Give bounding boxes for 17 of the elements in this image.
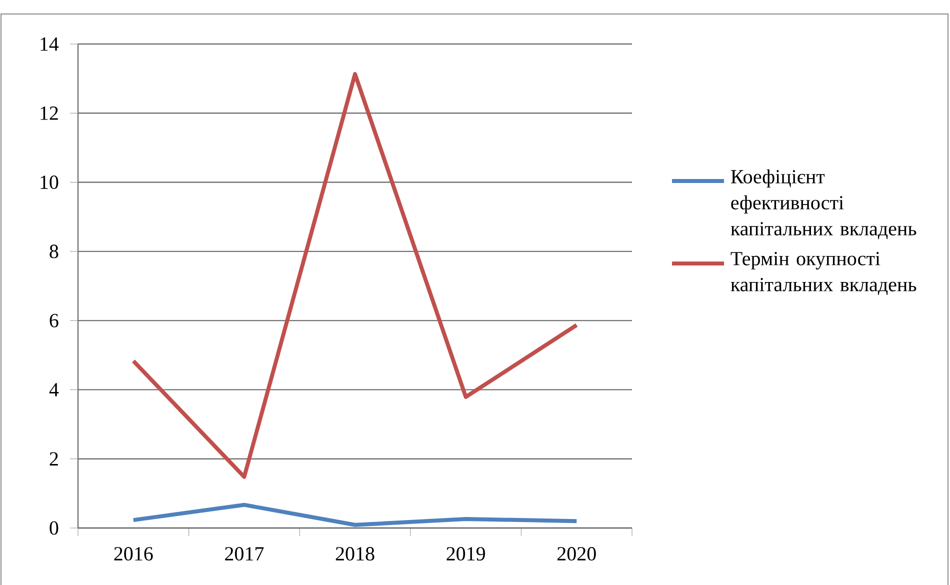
y-tick-label: 8 [50, 244, 58, 258]
x-tick-label: 2016 [114, 547, 153, 561]
legend-label: Коефіцієнт ефективності капітальних вкладень [730, 169, 916, 240]
y-tick-label: 10 [40, 176, 58, 190]
y-tick-label: 12 [40, 106, 58, 120]
line-series [131, 72, 579, 479]
legend-label: Термін окупності капітальних вкладень [730, 252, 916, 296]
y-tick-label: 4 [49, 383, 59, 396]
x-tick-label: 2020 [557, 547, 596, 561]
x-tick-label: 2017 [225, 547, 264, 561]
y-tick-label: 14 [40, 37, 59, 51]
x-tick-label: 2019 [446, 547, 486, 561]
y-tick-label: 0 [50, 521, 58, 535]
line-series [131, 502, 579, 527]
x-tick-label: 2018 [336, 547, 374, 561]
y-tick-label: 2 [50, 452, 58, 466]
y-tick-label: 6 [50, 314, 58, 328]
